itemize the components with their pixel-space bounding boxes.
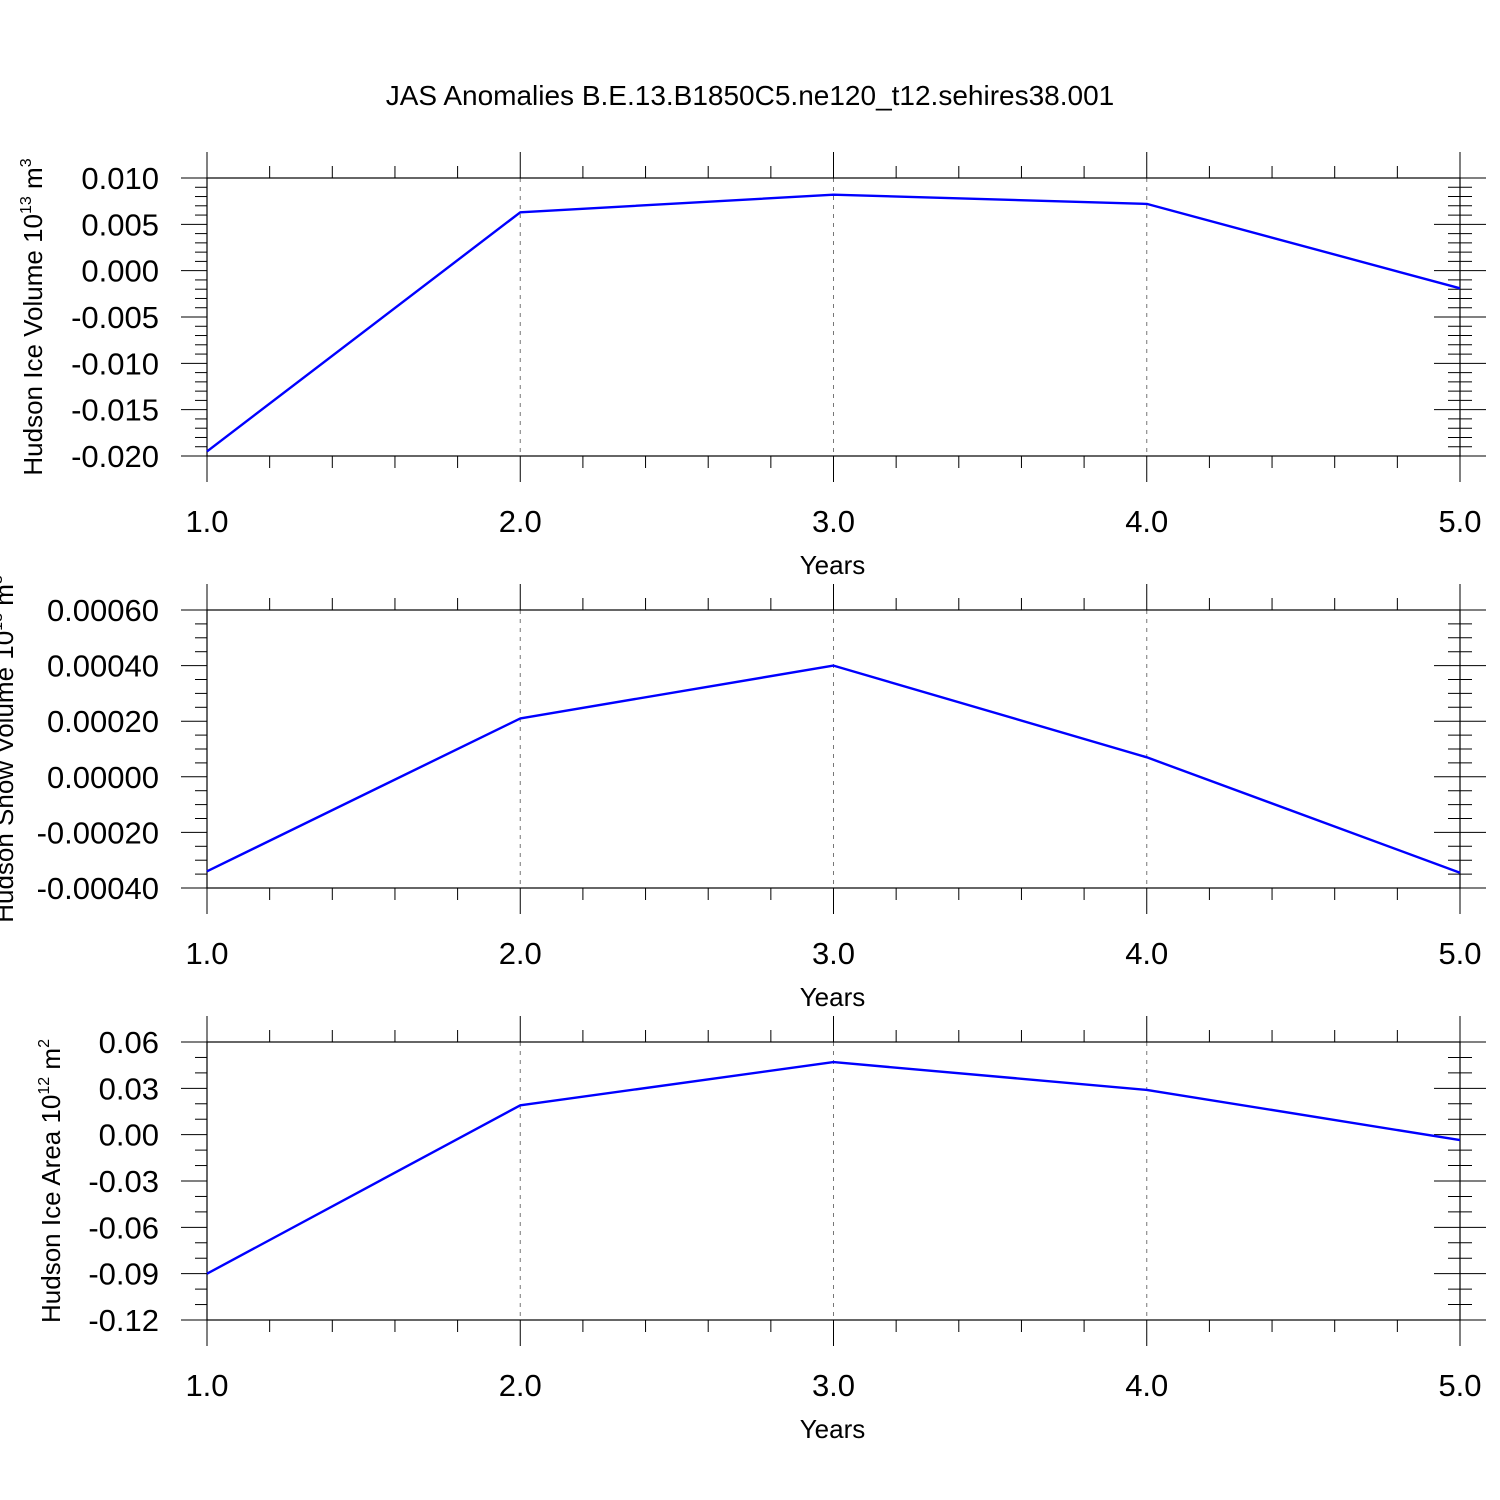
panel-2: 1.0 2.0 3.0 4.0 5.0 Years 0.00060 0.00040 0.0002… — [0, 575, 1486, 1012]
y-axis-label-exponent: 13 — [0, 613, 6, 631]
y-tick-label: -0.09 — [88, 1257, 159, 1292]
x-tick-label: 1.0 — [185, 504, 228, 539]
y-tick-label: 0.00020 — [47, 704, 159, 739]
y-tick-label: 0.000 — [81, 254, 159, 289]
x-tick-label: 5.0 — [1438, 504, 1481, 539]
y-tick-label: -0.005 — [71, 300, 159, 335]
y-axis-label-unit-exponent: 3 — [0, 575, 6, 584]
y-axis-label: Hudson Ice Area 1012 m2 — [36, 1039, 66, 1323]
y-tick-label: -0.06 — [88, 1210, 159, 1245]
y-tick-label: -0.00020 — [37, 815, 159, 850]
panel-3: 1.0 2.0 3.0 4.0 5.0 Years 0.06 0.03 0.00 -0.03 -0.… — [36, 1016, 1486, 1444]
y-tick-label: 0.00000 — [47, 760, 159, 795]
x-axis-label: Years — [800, 550, 866, 580]
y-tick-label: -0.03 — [88, 1164, 159, 1199]
figure-title: JAS Anomalies B.E.13.B1850C5.ne120_t12.s… — [385, 80, 1115, 111]
x-tick-label: 3.0 — [812, 936, 855, 971]
y-tick-label: 0.06 — [99, 1025, 159, 1060]
panel-1: 1.0 2.0 3.0 4.0 5.0 Years 0.010 0.005 0.000 -0.00… — [18, 152, 1486, 580]
x-tick-label: 4.0 — [1125, 1368, 1168, 1403]
x-tick-label: 1.0 — [185, 936, 228, 971]
x-axis-label: Years — [800, 982, 866, 1012]
y-axis-label-unit: m — [0, 584, 19, 613]
x-tick-label: 3.0 — [812, 1368, 855, 1403]
y-tick-label: 0.010 — [81, 161, 159, 196]
x-tick-label: 2.0 — [499, 1368, 542, 1403]
y-axis-label-exponent: 12 — [36, 1077, 53, 1095]
y-axis-label: Hudson Snow Volume 1013 m3 — [0, 575, 19, 923]
x-tick-label: 5.0 — [1438, 936, 1481, 971]
y-axis-label-text: Hudson Ice Volume 10 — [18, 214, 48, 476]
x-tick-label: 3.0 — [812, 504, 855, 539]
y-tick-label: -0.015 — [71, 393, 159, 428]
x-tick-label: 2.0 — [499, 504, 542, 539]
y-axis-label-text: Hudson Ice Area 10 — [36, 1095, 66, 1323]
y-axis-label-unit-exponent: 3 — [18, 158, 35, 167]
x-tick-label: 1.0 — [185, 1368, 228, 1403]
x-tick-label: 2.0 — [499, 936, 542, 971]
y-axis-label-exponent: 13 — [18, 196, 35, 214]
y-axis-label-unit: m — [18, 167, 48, 196]
x-tick-label: 4.0 — [1125, 936, 1168, 971]
x-axis-label: Years — [800, 1414, 866, 1444]
y-axis-label-unit: m — [36, 1048, 66, 1077]
y-axis-label-text: Hudson Snow Volume 10 — [0, 631, 19, 923]
y-tick-label: -0.12 — [88, 1303, 159, 1338]
y-tick-label: -0.00040 — [37, 871, 159, 906]
series-line — [206, 664, 1461, 874]
y-tick-label: 0.00060 — [47, 593, 159, 628]
y-tick-label: 0.00040 — [47, 649, 159, 684]
y-tick-label: 0.005 — [81, 207, 159, 242]
y-axis-label: Hudson Ice Volume 1013 m3 — [18, 158, 48, 475]
y-axis-label-unit-exponent: 2 — [36, 1039, 53, 1048]
x-tick-label: 4.0 — [1125, 504, 1168, 539]
y-tick-label: -0.010 — [71, 346, 159, 381]
y-tick-label: 0.00 — [99, 1118, 159, 1153]
y-tick-label: -0.020 — [71, 439, 159, 474]
y-tick-label: 0.03 — [99, 1071, 159, 1106]
x-tick-label: 5.0 — [1438, 1368, 1481, 1403]
